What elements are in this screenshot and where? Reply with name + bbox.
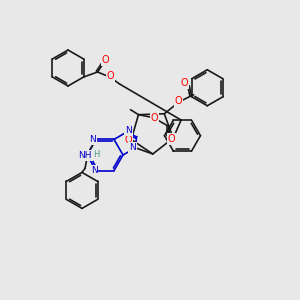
Text: N: N	[125, 126, 132, 135]
Text: N: N	[91, 166, 98, 175]
Text: H: H	[93, 150, 99, 159]
Text: N: N	[90, 135, 96, 144]
Text: NH: NH	[78, 151, 92, 160]
Text: O: O	[168, 134, 175, 144]
Text: O: O	[107, 71, 114, 81]
Text: O: O	[124, 134, 132, 145]
Text: O: O	[175, 96, 182, 106]
Text: O: O	[151, 113, 158, 123]
Text: O: O	[181, 78, 188, 88]
Text: O: O	[102, 55, 110, 65]
Text: N: N	[129, 143, 136, 152]
